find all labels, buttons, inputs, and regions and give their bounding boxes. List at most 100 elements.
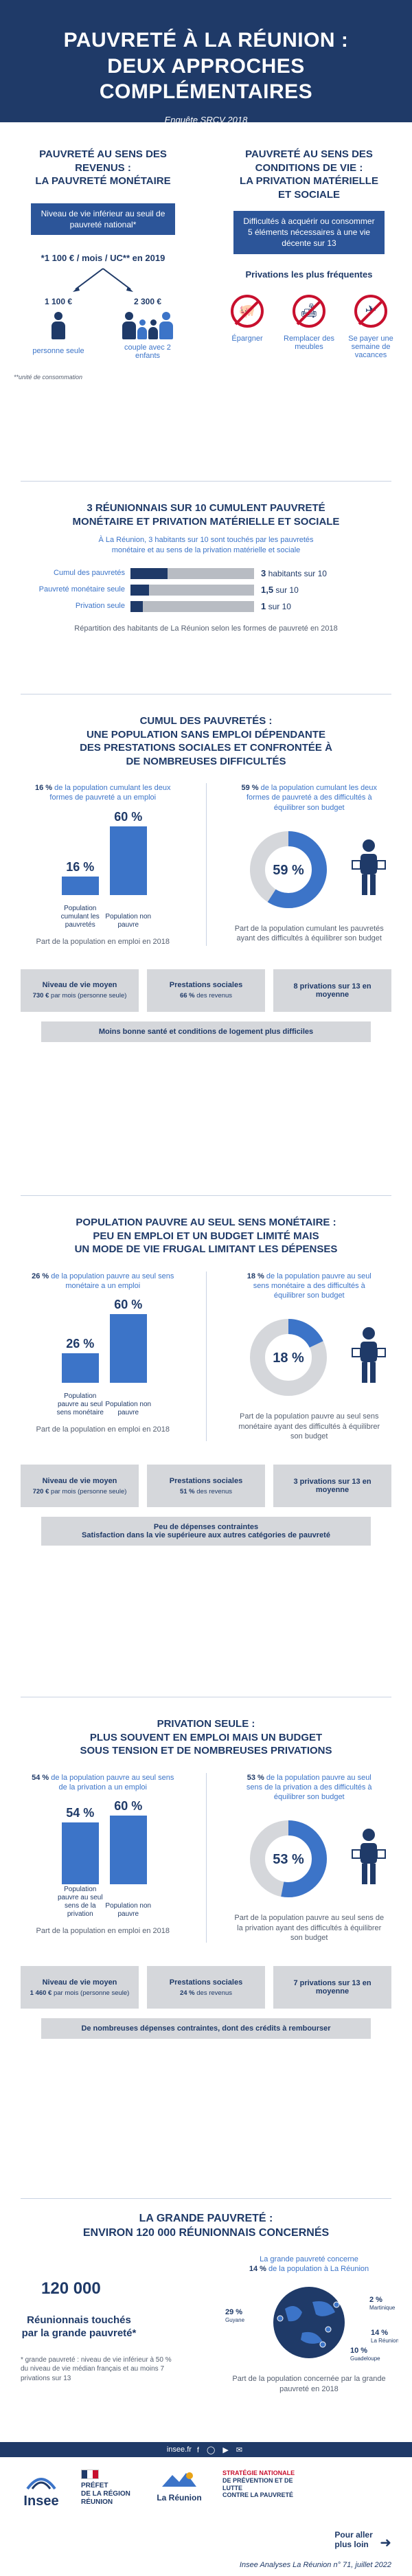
map-point-label: Guyane [225, 2317, 245, 2323]
cumul-bar-number: 3 [261, 568, 266, 579]
strategy-logo: STRATÉGIE NATIONALE DE PRÉVENTION ET DE … [222, 2470, 305, 2499]
s3-budget-lead-text: de la population pauvre au seul sens de … [246, 1773, 372, 1802]
s1-donut-svg: 59 % [250, 831, 328, 908]
s2-stat-note: par mois (personne seule) [51, 1487, 127, 1495]
privation-title-1: PAUVRETÉ AU SENS DES [245, 148, 373, 160]
s3-employment-bar-value: 60 % [114, 1799, 143, 1814]
gp-lead-1: La grande pauvreté concerne [260, 2255, 358, 2263]
insee-link[interactable]: insee.fr [166, 2445, 192, 2454]
s3-title: PRIVATION SEULE : PLUS SOUVENT EN EMPLOI … [0, 1717, 412, 1758]
s2-budget-lead-text: de la population pauvre au seul sens mon… [253, 1272, 371, 1300]
s2-budget-donut: 18 % [230, 1313, 388, 1402]
s1-budget-caption: Part de la population cumulant les pauvr… [234, 924, 384, 943]
s1-budget-lead: 59 % de la population cumulant les deux … [241, 783, 378, 813]
s1-stat-note: par mois (personne seule) [51, 992, 127, 1000]
section-monetary-only: POPULATION PAUVRE AU SEUL SENS MONÉTAIRE… [0, 1216, 412, 1546]
cumul-bar [130, 600, 143, 612]
intro-section: PAUVRETÉ AU SENS DES REVENUS : LA PAUVRE… [0, 148, 412, 381]
s2-employment-bar: 26 % [61, 1337, 99, 1383]
single-person-icon [24, 311, 93, 343]
cumul-bar-track [130, 600, 254, 612]
gp-lead-pct: 14 % [249, 2265, 266, 2274]
s2-summary-banner: Peu de dépenses contraintes Satisfaction … [41, 1517, 371, 1546]
further-reading-label: Pour aller plus loin [334, 2530, 372, 2549]
s2-employment-bar: 60 % [109, 1298, 147, 1383]
privation-item-label: Se payer une semaine de vacances [348, 334, 393, 359]
s1-employment-bar-value: 16 % [66, 859, 95, 874]
s2-employment-lead-pct: 26 % [32, 1272, 52, 1280]
title-line-1: PAUVRETÉ À LA RÉUNION : [63, 29, 349, 52]
s2-donut-slice [250, 1319, 328, 1397]
s3-donut-slice [250, 1820, 328, 1898]
s3-stat-title: Niveau de vie moyen [42, 1978, 117, 1987]
s3-stat-note: par mois (personne seule) [53, 1989, 130, 1997]
s1-employment-bar-chart: 16 % Population cumulant les pauvretés 60 … [34, 810, 172, 929]
s2-stat-note: des revenus [196, 1487, 233, 1495]
region-mark-icon [162, 2472, 196, 2487]
s2-stat-title: Prestations sociales [169, 1476, 243, 1485]
s2-stat-value: 51 % [179, 1487, 197, 1495]
cumul-bar-label: Cumul des pauvretés [54, 569, 125, 578]
family-label: couple avec 2 enfants [124, 343, 171, 360]
no-furniture-icon: 🛋 [293, 294, 325, 328]
page-subtitle: Enquête SRCV 2018 [164, 114, 248, 125]
s2-title-line: POPULATION PAUVRE AU SEUL SENS MONÉTAIRE… [76, 1217, 336, 1228]
family-icon [113, 311, 182, 339]
gp-big-label: Réunionnais touchés par la grande pauvre… [21, 2314, 137, 2340]
privation-pill: Difficultés à acquérir ou consommer 5 él… [233, 211, 385, 254]
footer-band: insee.fr f ◯ ▶ ✉ [0, 2442, 412, 2457]
map-point [333, 2301, 340, 2308]
s2-budget-lead: 18 % de la population pauvre au seul sen… [241, 1272, 378, 1301]
region-wordmark: La Réunion [157, 2493, 202, 2502]
further-reading[interactable]: Pour aller plus loin ➜ [0, 2530, 412, 2551]
single-person-label: personne seule [32, 346, 84, 355]
prefet-line-1: PRÉFET [81, 2482, 108, 2489]
privation-title-4: ET SOCIALE [277, 188, 340, 201]
privation-item: ✈ Se payer une semaine de vacances [343, 294, 398, 359]
cumul-bar-number: 1,5 [261, 585, 274, 596]
continents-shape [285, 2301, 335, 2345]
s3-employment-bar-value: 54 % [66, 1806, 95, 1820]
monetary-threshold: *1 100 € / mois / UC** en 2019 [41, 252, 165, 263]
privation-item: 🐖 Épargner [220, 294, 275, 359]
s3-summary-banner: De nombreuses dépenses contraintes, dont… [41, 2018, 371, 2040]
s3-title-line: SOUS TENSION ET DE NOMBREUSES PRIVATIONS [80, 1745, 332, 1756]
empty-pockets-icon [352, 1327, 387, 1383]
s2-employment-bar-chart: 26 % Population pauvre au seul sens monét… [34, 1298, 172, 1417]
insee-logo: Insee [14, 2470, 69, 2509]
footer: insee.fr f ◯ ▶ ✉ Insee PRÉFET DE LA RÉGI… [0, 2442, 412, 2569]
s2-summary-line-1: Peu de dépenses contraintes [153, 1523, 259, 1532]
publication-ref[interactable]: Insee Analyses La Réunion n° 71, juillet… [239, 2561, 391, 2569]
more-line-2: plus loin [334, 2540, 369, 2549]
map-point-label: La Réunion [371, 2338, 398, 2344]
s1-employment-bar: 60 % [109, 810, 147, 895]
social-icons[interactable]: f ◯ ▶ ✉ [196, 2445, 246, 2454]
s1-donut-value: 59 % [273, 863, 304, 878]
gp-number-column: 120 000 Réunionnais touchés par la grand… [0, 2255, 206, 2394]
divider [21, 2198, 391, 2199]
split-arrows-icon [73, 268, 133, 292]
cumul-bar-label: Privation seule [75, 602, 125, 611]
privations-subhead: Privations les plus fréquentes [245, 269, 373, 280]
s2-title: POPULATION PAUVRE AU SEUL SENS MONÉTAIRE… [0, 1216, 412, 1256]
gp-map-column: La grande pauvreté concerne 14 % de la p… [206, 2255, 412, 2394]
monetary-pill: Niveau de vie inférieur au seuil de pauv… [31, 203, 175, 235]
s1-stat-title: 8 privations sur 13 en moyenne [293, 982, 371, 999]
empty-pockets-icon [352, 1829, 387, 1885]
privation-title-2: CONDITIONS DE VIE : [255, 161, 363, 174]
s3-stat-value: 24 % [179, 1989, 197, 1997]
gp-map-lead: La grande pauvreté concerne 14 % de la p… [220, 2255, 398, 2275]
section-grande-pauvrete: LA GRANDE PAUVRETÉ : ENVIRON 120 000 RÉU… [0, 2212, 412, 2394]
s2-summary-line-2: Satisfaction dans la vie supérieure aux … [82, 1531, 330, 1540]
s2-stat-box: 3 privations sur 13 en moyenne [273, 1465, 391, 1508]
map-point [325, 2326, 332, 2333]
cumul-section: 3 RÉUNIONNAIS SUR 10 CUMULENT PAUVRETÉ M… [0, 501, 412, 633]
gp-title-2: ENVIRON 120 000 RÉUNIONNAIS CONCERNÉS [82, 2226, 330, 2239]
s1-donut-slice [250, 831, 328, 908]
privation-title-3: LA PRIVATION MATÉRIELLE [240, 175, 378, 187]
s3-employment-caption: Part de la population en emploi en 2018 [36, 1927, 170, 1936]
more-line-1: Pour aller [334, 2530, 373, 2540]
s3-employment-bar-chart: 54 % Population pauvre au seul sens de la… [34, 1799, 172, 1919]
s2-stat-title: Niveau de vie moyen [42, 1476, 117, 1485]
gp-big-number: 120 000 [41, 2279, 101, 2298]
